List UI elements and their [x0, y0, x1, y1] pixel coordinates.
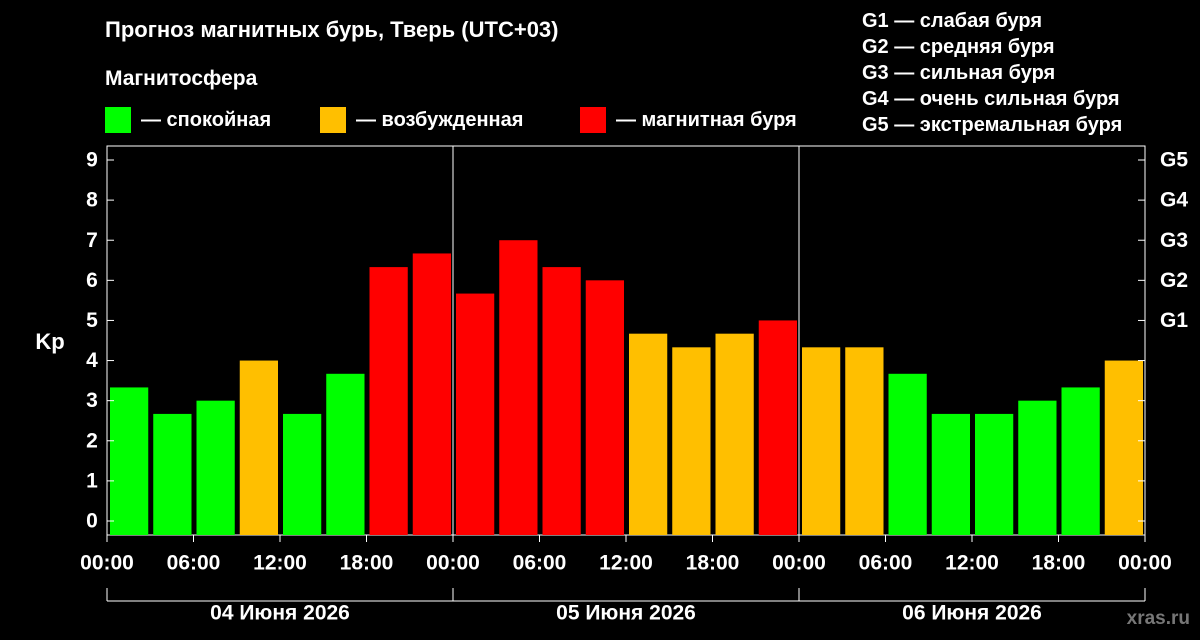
x-tick-label: 18:00 — [340, 552, 394, 575]
kp-bar — [585, 280, 624, 535]
legend-swatch-storm — [580, 107, 606, 133]
legend-swatch-quiet — [105, 107, 131, 133]
g-level-label: G4 — [1160, 189, 1188, 212]
kp-bar — [196, 400, 235, 535]
kp-bar — [326, 373, 365, 535]
kp-bar — [931, 413, 970, 535]
x-tick-label: 12:00 — [253, 552, 307, 575]
legend-label-active: — возбужденная — [356, 108, 524, 131]
kp-bar — [758, 320, 797, 535]
day-label: 04 Июня 2026 — [210, 602, 350, 625]
kp-bar — [1018, 400, 1057, 535]
legend-item-storm: — магнитная буря — [580, 107, 797, 133]
y-tick-label: 7 — [86, 229, 98, 252]
kp-bar — [239, 360, 278, 535]
kp-bar — [1104, 360, 1143, 535]
storm-level-list: G1 — слабая буря G2 — средняя буря G3 — … — [862, 8, 1122, 138]
kp-bar — [499, 240, 538, 535]
kp-bar — [369, 267, 408, 535]
legend-label-storm: — магнитная буря — [616, 108, 797, 131]
x-tick-label: 00:00 — [772, 552, 826, 575]
kp-bar — [283, 413, 322, 535]
x-tick-label: 12:00 — [945, 552, 999, 575]
kp-bar — [110, 387, 149, 535]
storm-level-g4: G4 — очень сильная буря — [862, 88, 1120, 110]
x-tick-label: 18:00 — [1032, 552, 1086, 575]
storm-level-g2: G2 — средняя буря — [862, 36, 1055, 58]
y-tick-label: 4 — [86, 349, 98, 372]
x-tick-label: 00:00 — [1118, 552, 1172, 575]
y-axis-label: Kp — [35, 329, 64, 354]
kp-bar — [845, 347, 884, 535]
kp-bar — [542, 267, 581, 535]
x-tick-label: 00:00 — [80, 552, 134, 575]
watermark: xras.ru — [1126, 608, 1190, 629]
kp-bar — [672, 347, 711, 535]
kp-bar — [412, 253, 451, 535]
legend-header: Магнитосфера — [105, 67, 258, 90]
g-level-label: G3 — [1160, 229, 1188, 252]
y-tick-label: 5 — [86, 309, 98, 332]
y-tick-label: 8 — [86, 189, 98, 212]
storm-level-g1: G1 — слабая буря — [862, 10, 1043, 32]
legend-item-active: — возбужденная — [320, 107, 523, 133]
kp-bar — [1061, 387, 1100, 535]
kp-bar — [629, 333, 668, 535]
x-tick-label: 06:00 — [513, 552, 567, 575]
chart-title: Прогноз магнитных бурь, Тверь (UTC+03) — [105, 17, 559, 42]
g-level-label: G1 — [1160, 309, 1188, 332]
y-tick-label: 2 — [86, 429, 98, 452]
day-label: 05 Июня 2026 — [556, 602, 696, 625]
y-tick-label: 3 — [86, 389, 98, 412]
kp-bar — [888, 373, 927, 535]
g-level-label: G5 — [1160, 149, 1188, 172]
y-tick-label: 1 — [86, 469, 98, 492]
x-tick-label: 06:00 — [859, 552, 913, 575]
kp-bar — [715, 333, 754, 535]
y-tick-label: 9 — [86, 149, 98, 172]
g-level-label: G2 — [1160, 269, 1188, 292]
x-tick-label: 12:00 — [599, 552, 653, 575]
kp-bar — [802, 347, 841, 535]
y-tick-label: 6 — [86, 269, 98, 292]
storm-level-g3: G3 — сильная буря — [862, 62, 1056, 84]
day-label: 06 Июня 2026 — [902, 602, 1042, 625]
kp-bar — [975, 413, 1014, 535]
kp-bar — [153, 413, 192, 535]
y-tick-label: 0 — [86, 510, 98, 533]
x-tick-label: 00:00 — [426, 552, 480, 575]
kp-bar — [456, 293, 495, 535]
x-tick-label: 18:00 — [686, 552, 740, 575]
legend-swatch-active — [320, 107, 346, 133]
x-tick-label: 06:00 — [167, 552, 221, 575]
storm-level-g5: G5 — экстремальная буря — [862, 114, 1123, 136]
legend-item-quiet: — спокойная — [105, 107, 271, 133]
legend-label-quiet: — спокойная — [141, 108, 272, 131]
